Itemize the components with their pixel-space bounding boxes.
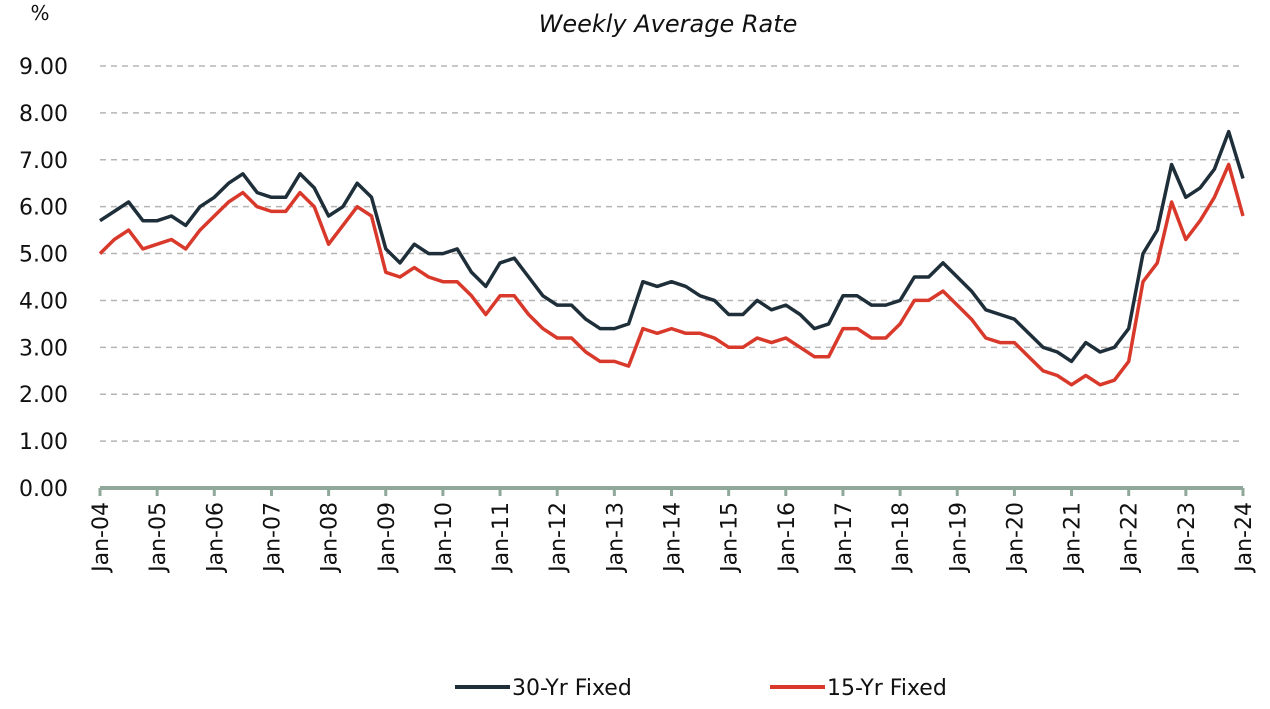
y-tick-label: 2.00 [19,383,68,408]
legend-label: 15-Yr Fixed [827,676,947,701]
x-tick-label: Jan-13 [603,502,628,574]
y-tick-label: 1.00 [19,430,68,455]
chart-subtitle: Weekly Average Rate [539,10,798,38]
x-tick-label: Jan-15 [718,502,743,574]
x-tick-label: Jan-16 [775,502,800,574]
x-tick-label: Jan-05 [146,502,171,574]
x-tick-label: Jan-18 [889,502,914,574]
y-tick-label: 4.00 [19,289,68,314]
x-tick-label: Jan-23 [1175,502,1200,574]
y-tick-label: 8.00 [19,102,68,127]
x-tick-label: Jan-14 [661,502,686,574]
y-tick-label: 0.00 [19,477,68,502]
x-tick-label: Jan-08 [318,502,343,574]
x-tick-label: Jan-24 [1232,502,1257,574]
y-tick-label: 7.00 [19,149,68,174]
x-tick-label: Jan-09 [375,502,400,574]
x-tick-label: Jan-11 [489,502,514,574]
x-tick-label: Jan-21 [1061,502,1086,574]
y-tick-label: 6.00 [19,196,68,221]
x-tick-label: Jan-22 [1118,502,1143,574]
y-tick-label: 5.00 [19,243,68,268]
x-tick-label: Jan-20 [1003,502,1028,574]
x-tick-label: Jan-04 [89,502,114,574]
x-tick-label: Jan-07 [260,502,285,574]
series-line [98,162,1245,387]
x-tick-label: Jan-06 [203,502,228,574]
x-tick-label: Jan-17 [832,502,857,574]
x-tick-label: Jan-19 [946,502,971,574]
x-tick-label: Jan-12 [546,502,571,574]
y-tick-label: 9.00 [19,55,68,80]
y-axis-label: % [30,1,49,25]
x-tick-label: Jan-10 [432,502,457,574]
legend-label: 30-Yr Fixed [512,676,632,701]
series-line [99,129,1245,364]
y-tick-label: 3.00 [19,336,68,361]
